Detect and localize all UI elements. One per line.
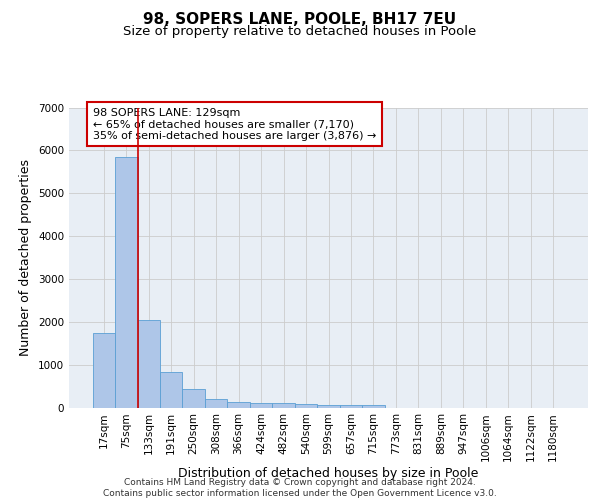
Bar: [160, 372, 182, 408]
Text: Size of property relative to detached houses in Poole: Size of property relative to detached ho…: [124, 25, 476, 38]
Bar: [272, 404, 295, 407]
Bar: [205, 399, 227, 407]
Bar: [362, 406, 385, 407]
Bar: [182, 389, 205, 407]
Bar: [92, 332, 115, 407]
Bar: [115, 157, 137, 407]
Text: Contains HM Land Registry data © Crown copyright and database right 2024.
Contai: Contains HM Land Registry data © Crown c…: [103, 478, 497, 498]
Bar: [250, 403, 272, 407]
X-axis label: Distribution of detached houses by size in Poole: Distribution of detached houses by size …: [178, 466, 479, 479]
Bar: [317, 404, 340, 407]
Bar: [137, 320, 160, 408]
Text: 98 SOPERS LANE: 129sqm
← 65% of detached houses are smaller (7,170)
35% of semi-: 98 SOPERS LANE: 129sqm ← 65% of detached…: [92, 108, 376, 140]
Bar: [227, 402, 250, 407]
Bar: [295, 404, 317, 407]
Y-axis label: Number of detached properties: Number of detached properties: [19, 159, 32, 356]
Text: 98, SOPERS LANE, POOLE, BH17 7EU: 98, SOPERS LANE, POOLE, BH17 7EU: [143, 12, 457, 28]
Bar: [340, 406, 362, 407]
